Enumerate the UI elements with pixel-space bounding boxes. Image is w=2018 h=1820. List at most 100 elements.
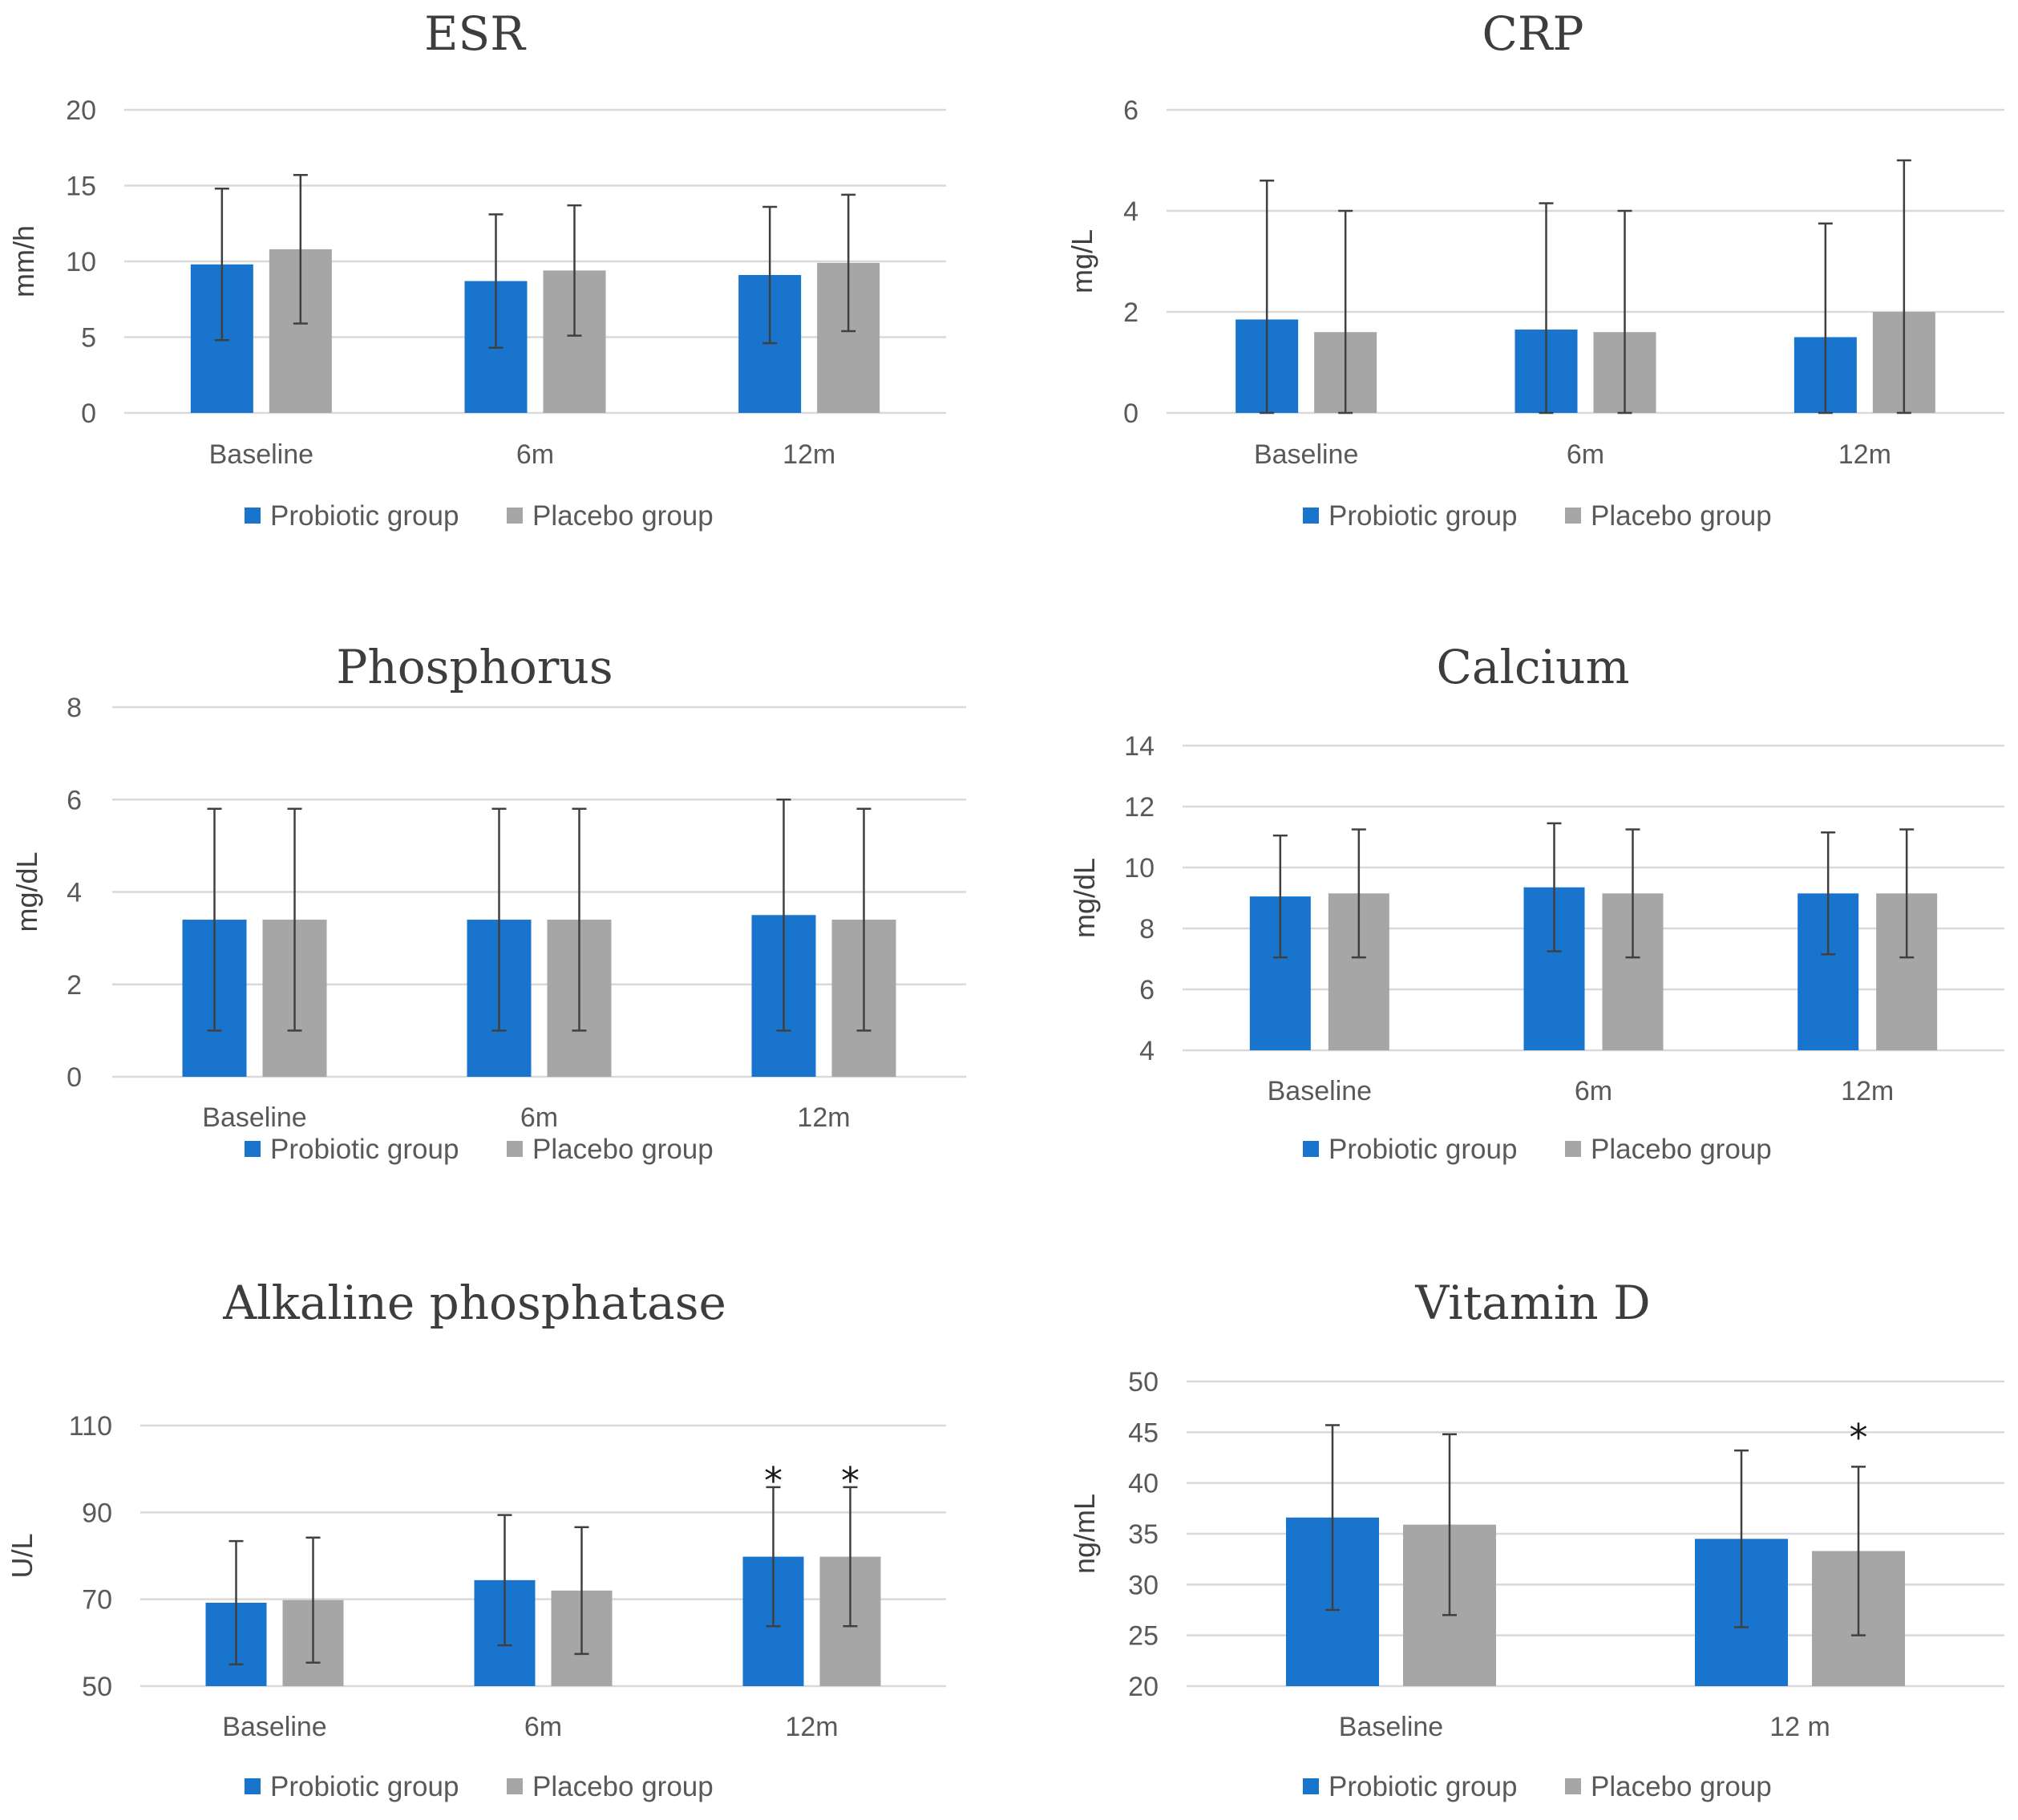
legend-label-placebo: Placebo group	[532, 1134, 714, 1165]
y-tick-label: 25	[1128, 1621, 1159, 1652]
chart-title: CRP	[1482, 6, 1583, 61]
y-tick-label: 2	[67, 970, 82, 1001]
legend-swatch-placebo	[507, 1778, 523, 1794]
chart-panel-1: ESR 0 5 10 15 20 mm/h Baseline 6m 12m Probiotic gr…	[7, 6, 946, 532]
y-tick-label: 10	[66, 247, 96, 277]
y-tick-label: 45	[1128, 1418, 1159, 1448]
legend-label-probiotic: Probiotic group	[270, 1134, 459, 1165]
category-label: Baseline	[222, 1712, 326, 1742]
legend: Probiotic group Placebo group	[245, 1134, 714, 1165]
category-label: Baseline	[209, 439, 313, 470]
y-tick-label: 20	[1128, 1672, 1159, 1702]
y-tick-label: 15	[66, 172, 96, 202]
y-tick-label: 8	[67, 693, 82, 723]
significance-asterisk: *	[764, 1459, 783, 1503]
chart-title: Vitamin D	[1414, 1276, 1650, 1330]
legend-label-probiotic: Probiotic group	[1328, 500, 1517, 532]
legend-label-placebo: Placebo group	[532, 500, 714, 532]
category-label: 6m	[1567, 439, 1604, 470]
y-tick-label: 40	[1128, 1469, 1159, 1499]
y-axis-label: mg/L	[1066, 229, 1098, 293]
category-label: 12m	[1838, 439, 1891, 470]
chart-title: Alkaline phosphatase	[222, 1276, 726, 1330]
legend-swatch-probiotic	[1303, 508, 1319, 524]
y-tick-label: 0	[67, 1062, 82, 1093]
chart-panel-6: Vitamin D 20 25 30 35 40 45 50 ng/mL Baseline 12 m…	[1068, 1276, 2004, 1802]
chart-title: Phosphorus	[336, 640, 613, 694]
y-tick-label: 8	[1139, 914, 1155, 944]
chart-panel-4: Calcium 4 6 8 10 12 14 mg/dL Baseline 6m 12m Probio…	[1068, 640, 2004, 1165]
legend-label-probiotic: Probiotic group	[1328, 1771, 1517, 1802]
legend-swatch-placebo	[507, 1141, 523, 1157]
legend-label-probiotic: Probiotic group	[270, 500, 459, 532]
legend-swatch-placebo	[1565, 508, 1581, 524]
category-label: Baseline	[1339, 1712, 1443, 1742]
legend-label-probiotic: Probiotic group	[1328, 1134, 1517, 1165]
category-label: Baseline	[1268, 1076, 1372, 1106]
category-label: 6m	[516, 439, 554, 470]
category-label: 12m	[783, 439, 835, 470]
legend-swatch-probiotic	[1303, 1141, 1319, 1157]
legend-swatch-placebo	[1565, 1778, 1581, 1794]
category-label: 12m	[1841, 1076, 1894, 1106]
y-tick-label: 4	[67, 878, 82, 908]
legend-swatch-placebo	[507, 508, 523, 524]
y-tick-label: 50	[1128, 1367, 1159, 1397]
legend-swatch-probiotic	[245, 508, 261, 524]
legend-label-placebo: Placebo group	[1591, 1771, 1772, 1802]
legend: Probiotic group Placebo group	[1303, 500, 1772, 532]
legend-label-placebo: Placebo group	[1591, 1134, 1772, 1165]
chart-panel-5: Alkaline phosphatase 50 70 90 110 U/L Baseline…	[6, 1276, 946, 1802]
y-tick-label: 12	[1124, 792, 1155, 823]
category-label: 12m	[785, 1712, 838, 1742]
y-tick-label: 6	[67, 785, 82, 815]
legend-label-placebo: Placebo group	[532, 1771, 714, 1802]
chart-title: Calcium	[1437, 640, 1630, 694]
legend: Probiotic group Placebo group	[1303, 1134, 1772, 1165]
y-axis-label: mg/dL	[1068, 858, 1101, 938]
y-tick-label: 0	[1123, 398, 1138, 429]
y-axis-label: ng/mL	[1068, 1494, 1101, 1574]
y-tick-label: 35	[1128, 1519, 1159, 1550]
y-tick-label: 6	[1123, 95, 1138, 126]
chart-title: ESR	[424, 6, 527, 61]
y-tick-label: 6	[1139, 975, 1155, 1005]
category-label: 6m	[524, 1712, 562, 1742]
chart-panel-3: Phosphorus 0 2 4 6 8 mg/dL Baseline 6m 12m Probiot…	[10, 640, 966, 1165]
legend-label-probiotic: Probiotic group	[270, 1771, 459, 1802]
y-axis-label: mm/h	[7, 225, 40, 297]
y-tick-label: 20	[66, 95, 96, 126]
category-label: Baseline	[1254, 439, 1358, 470]
category-label: 6m	[520, 1102, 558, 1133]
category-label: Baseline	[202, 1102, 306, 1133]
legend: Probiotic group Placebo group	[245, 500, 714, 532]
legend: Probiotic group Placebo group	[245, 1771, 714, 1802]
y-tick-label: 5	[81, 323, 96, 354]
y-tick-label: 14	[1124, 731, 1155, 762]
y-tick-label: 90	[82, 1498, 112, 1528]
y-axis-label: mg/dL	[10, 851, 43, 932]
y-tick-label: 10	[1124, 853, 1155, 884]
y-tick-label: 2	[1123, 297, 1138, 328]
legend-swatch-probiotic	[245, 1778, 261, 1794]
y-tick-label: 4	[1139, 1036, 1155, 1066]
category-label: 12m	[797, 1102, 850, 1133]
legend-swatch-probiotic	[245, 1141, 261, 1157]
category-label: 6m	[1575, 1076, 1612, 1106]
y-tick-label: 110	[69, 1411, 112, 1442]
legend-label-placebo: Placebo group	[1591, 500, 1772, 532]
y-tick-label: 70	[82, 1585, 112, 1616]
significance-asterisk: *	[841, 1459, 859, 1503]
y-tick-label: 50	[82, 1672, 112, 1702]
y-tick-label: 0	[81, 398, 96, 429]
legend-swatch-probiotic	[1303, 1778, 1319, 1794]
legend: Probiotic group Placebo group	[1303, 1771, 1772, 1802]
y-tick-label: 4	[1123, 196, 1138, 227]
significance-asterisk: *	[1850, 1416, 1868, 1459]
y-axis-label: U/L	[6, 1533, 38, 1578]
legend-swatch-placebo	[1565, 1141, 1581, 1157]
category-label: 12 m	[1769, 1712, 1830, 1742]
y-tick-label: 30	[1128, 1570, 1159, 1600]
